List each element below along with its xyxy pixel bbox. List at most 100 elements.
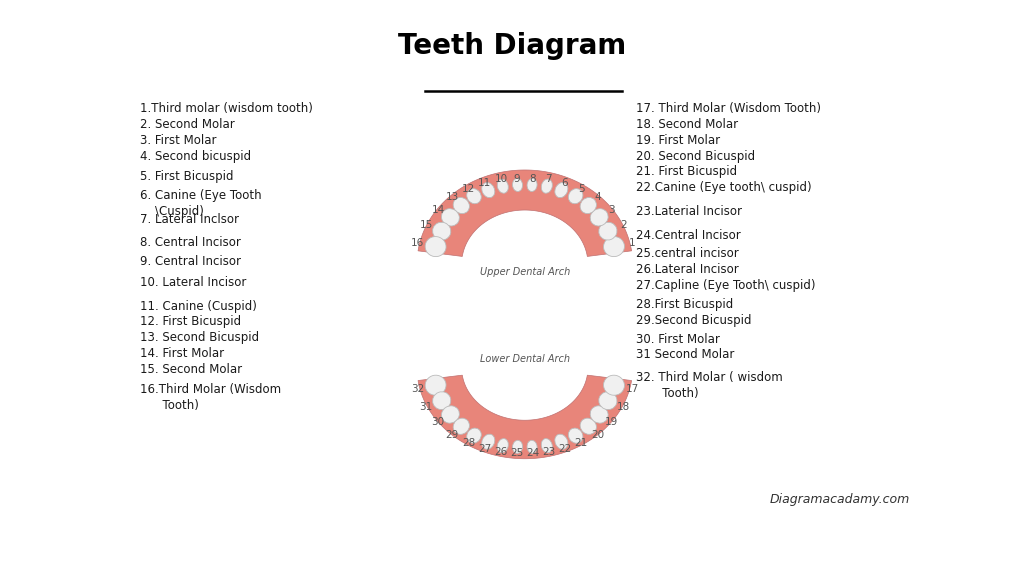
Text: 6: 6 bbox=[561, 178, 568, 188]
Text: 26.Lateral Incisor: 26.Lateral Incisor bbox=[637, 263, 739, 276]
Ellipse shape bbox=[512, 179, 522, 191]
Ellipse shape bbox=[454, 198, 469, 214]
Text: 28.First Bicuspid: 28.First Bicuspid bbox=[637, 298, 734, 311]
Ellipse shape bbox=[481, 434, 495, 449]
Text: 7. Lateral Inclsor: 7. Lateral Inclsor bbox=[140, 213, 239, 226]
Text: 17: 17 bbox=[626, 384, 639, 394]
Text: 2: 2 bbox=[621, 220, 627, 230]
Text: 25: 25 bbox=[510, 448, 523, 458]
Text: 30. First Molar: 30. First Molar bbox=[637, 333, 720, 346]
Text: 9. Central Incisor: 9. Central Incisor bbox=[140, 255, 241, 268]
Ellipse shape bbox=[542, 179, 552, 193]
Text: 1: 1 bbox=[629, 238, 636, 248]
Text: 12: 12 bbox=[462, 184, 475, 194]
Text: 8: 8 bbox=[529, 174, 536, 184]
Text: 4: 4 bbox=[594, 192, 601, 202]
Text: 5. First Bicuspid: 5. First Bicuspid bbox=[140, 170, 233, 183]
Ellipse shape bbox=[581, 198, 596, 214]
Text: 23.Laterial Incisor: 23.Laterial Incisor bbox=[637, 205, 742, 218]
Text: 2. Second Molar: 2. Second Molar bbox=[140, 118, 234, 131]
Text: 13: 13 bbox=[445, 192, 459, 202]
Ellipse shape bbox=[512, 440, 522, 453]
Ellipse shape bbox=[498, 179, 508, 193]
Polygon shape bbox=[418, 375, 632, 458]
Text: 12. First Bicuspid: 12. First Bicuspid bbox=[140, 315, 241, 328]
Text: 27: 27 bbox=[478, 444, 492, 454]
Text: 17. Third Molar (Wisdom Tooth): 17. Third Molar (Wisdom Tooth) bbox=[637, 102, 821, 115]
Text: 1.Third molar (wisdom tooth): 1.Third molar (wisdom tooth) bbox=[140, 102, 312, 115]
Text: 32. Third Molar ( wisdom
       Tooth): 32. Third Molar ( wisdom Tooth) bbox=[637, 370, 783, 400]
Text: 22.Canine (Eye tooth\ cuspid): 22.Canine (Eye tooth\ cuspid) bbox=[637, 181, 812, 194]
Text: 18. Second Molar: 18. Second Molar bbox=[637, 118, 738, 131]
Polygon shape bbox=[418, 170, 632, 256]
Text: 14. First Molar: 14. First Molar bbox=[140, 347, 224, 360]
Text: 9: 9 bbox=[514, 174, 520, 184]
Ellipse shape bbox=[581, 418, 596, 434]
Text: 10: 10 bbox=[495, 175, 508, 184]
Text: 29: 29 bbox=[445, 430, 459, 439]
Ellipse shape bbox=[425, 375, 446, 395]
Text: 24: 24 bbox=[526, 448, 540, 458]
Text: 25.central incisor: 25.central incisor bbox=[637, 248, 739, 260]
Text: 10. Lateral Incisor: 10. Lateral Incisor bbox=[140, 276, 246, 289]
Text: 4. Second bicuspid: 4. Second bicuspid bbox=[140, 150, 251, 162]
Ellipse shape bbox=[432, 392, 451, 410]
Ellipse shape bbox=[527, 440, 538, 453]
Text: 11. Canine (Cuspid): 11. Canine (Cuspid) bbox=[140, 300, 257, 313]
Text: 6. Canine (Eye Tooth
    \Cuspid): 6. Canine (Eye Tooth \Cuspid) bbox=[140, 189, 261, 218]
Ellipse shape bbox=[425, 237, 446, 257]
Text: 3: 3 bbox=[608, 204, 614, 214]
Text: 5: 5 bbox=[578, 184, 585, 194]
Text: 21. First Bicuspid: 21. First Bicuspid bbox=[637, 165, 737, 179]
Text: 30: 30 bbox=[431, 417, 444, 427]
Text: 13. Second Bicuspid: 13. Second Bicuspid bbox=[140, 331, 259, 344]
Text: 18: 18 bbox=[617, 402, 630, 412]
Ellipse shape bbox=[568, 428, 583, 443]
Ellipse shape bbox=[481, 183, 495, 198]
Text: 7: 7 bbox=[546, 175, 552, 184]
Ellipse shape bbox=[432, 222, 451, 240]
Ellipse shape bbox=[441, 406, 460, 423]
Ellipse shape bbox=[555, 434, 568, 449]
Ellipse shape bbox=[568, 188, 583, 204]
Ellipse shape bbox=[599, 222, 617, 240]
Ellipse shape bbox=[454, 418, 469, 434]
Text: 11: 11 bbox=[478, 178, 492, 188]
Text: 14: 14 bbox=[431, 204, 444, 214]
Text: 20. Second Bicuspid: 20. Second Bicuspid bbox=[637, 150, 756, 162]
Ellipse shape bbox=[590, 209, 608, 226]
Text: 24.Central Incisor: 24.Central Incisor bbox=[637, 229, 741, 241]
Text: Lower Dental Arch: Lower Dental Arch bbox=[480, 354, 569, 363]
Ellipse shape bbox=[599, 392, 617, 410]
Text: 27.Capline (Eye Tooth\ cuspid): 27.Capline (Eye Tooth\ cuspid) bbox=[637, 279, 816, 292]
Text: 31: 31 bbox=[420, 402, 432, 412]
Text: 19. First Molar: 19. First Molar bbox=[637, 134, 721, 147]
Ellipse shape bbox=[542, 438, 552, 453]
Ellipse shape bbox=[467, 428, 481, 443]
Text: 31 Second Molar: 31 Second Molar bbox=[637, 348, 735, 362]
Ellipse shape bbox=[467, 188, 481, 204]
Text: 21: 21 bbox=[574, 438, 588, 448]
Text: Diagramacadamy.com: Diagramacadamy.com bbox=[770, 494, 909, 506]
Ellipse shape bbox=[555, 183, 568, 198]
Text: 15. Second Molar: 15. Second Molar bbox=[140, 363, 242, 376]
Ellipse shape bbox=[590, 406, 608, 423]
Text: Upper Dental Arch: Upper Dental Arch bbox=[479, 267, 570, 276]
Text: 20: 20 bbox=[591, 430, 604, 439]
Text: 29.Second Bicuspid: 29.Second Bicuspid bbox=[637, 314, 752, 327]
Text: 16: 16 bbox=[411, 238, 424, 248]
Text: 28: 28 bbox=[462, 438, 475, 448]
Text: 3. First Molar: 3. First Molar bbox=[140, 134, 216, 147]
Text: 32: 32 bbox=[411, 384, 424, 394]
Text: 19: 19 bbox=[605, 417, 618, 427]
Ellipse shape bbox=[498, 438, 508, 453]
Text: 15: 15 bbox=[420, 220, 432, 230]
Text: Teeth Diagram: Teeth Diagram bbox=[398, 32, 626, 60]
Text: 26: 26 bbox=[495, 448, 508, 457]
Ellipse shape bbox=[441, 209, 460, 226]
Ellipse shape bbox=[603, 237, 625, 257]
Text: 16.Third Molar (Wisdom
      Tooth): 16.Third Molar (Wisdom Tooth) bbox=[140, 383, 281, 412]
Ellipse shape bbox=[527, 179, 538, 191]
Ellipse shape bbox=[603, 375, 625, 395]
Text: 22: 22 bbox=[558, 444, 571, 454]
